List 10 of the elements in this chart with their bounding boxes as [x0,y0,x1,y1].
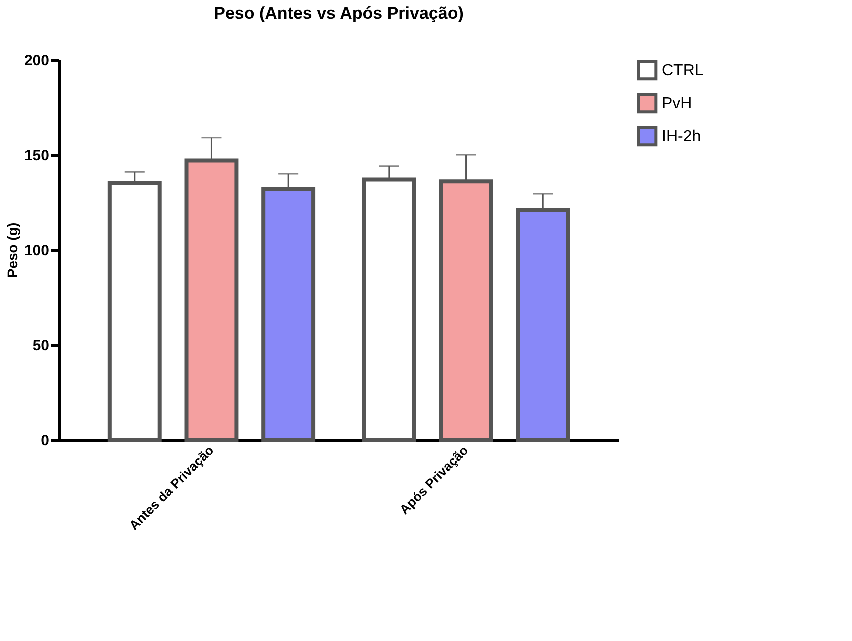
y-tick-label: 0 [41,432,50,450]
y-tick-label: 100 [24,242,50,260]
legend-label: CTRL [662,62,704,80]
y-tick-label: 150 [24,148,50,164]
legend-label: IH-2h [662,128,702,146]
y-tick-label: 200 [24,52,50,70]
y-axis-title: Peso (g) [4,222,20,278]
chart-title: Peso (Antes vs Após Privação) [214,4,464,23]
legend-label: PvH [662,96,692,112]
y-tick-label: 50 [32,338,50,354]
